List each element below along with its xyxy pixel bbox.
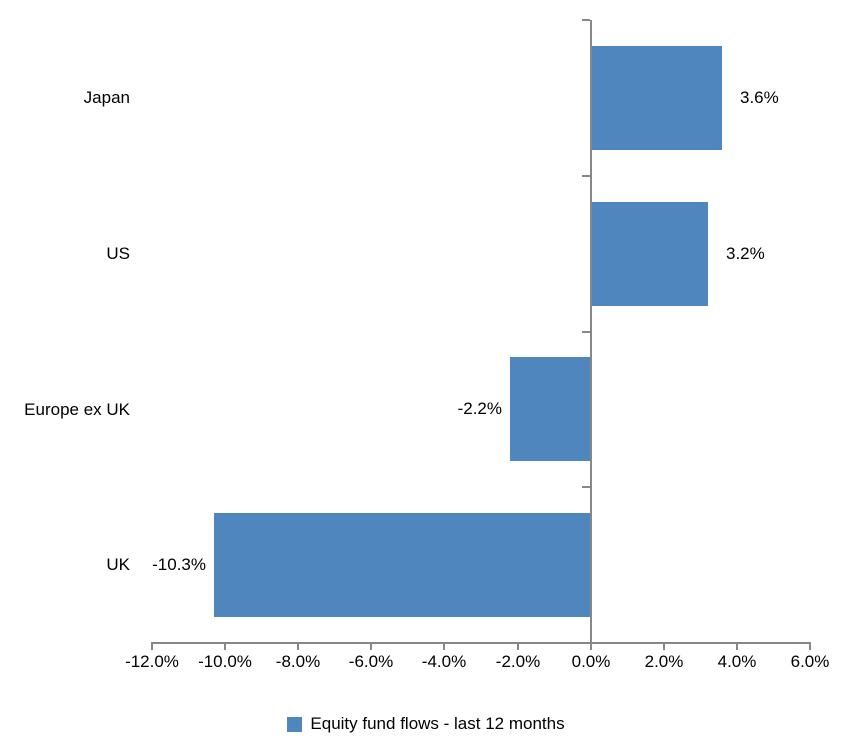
x-axis-tick (224, 644, 226, 650)
y-axis-line (590, 20, 592, 643)
x-axis-tick (517, 644, 519, 650)
legend: Equity fund flows - last 12 months (0, 708, 852, 740)
x-tick-label: -2.0% (495, 652, 541, 671)
x-tick-label: 2.0% (644, 652, 684, 671)
value-label-uk: -10.3% (152, 555, 206, 574)
category-label-uk: UK (106, 555, 130, 574)
x-axis-tick (151, 644, 153, 650)
x-axis-tick (809, 644, 811, 650)
x-axis-tick (370, 644, 372, 650)
y-axis-tick (582, 642, 590, 644)
x-tick-label: -8.0% (275, 652, 321, 671)
bar-uk (214, 513, 590, 617)
y-axis-tick (582, 486, 590, 488)
bar-us (592, 202, 708, 306)
x-tick-label: -4.0% (421, 652, 467, 671)
value-label-europe-ex-uk: -2.2% (457, 399, 502, 418)
x-axis-tick (443, 644, 445, 650)
legend-swatch-icon (287, 716, 303, 732)
value-label-us: 3.2% (726, 244, 765, 263)
y-axis-tick (582, 19, 590, 21)
y-axis-tick (582, 175, 590, 177)
x-tick-label: 4.0% (717, 652, 757, 671)
category-label-us: US (106, 244, 130, 263)
legend-label: Equity fund flows - last 12 months (310, 714, 565, 733)
x-tick-label: -6.0% (348, 652, 394, 671)
x-tick-label: 0.0% (571, 652, 611, 671)
category-label-japan: Japan (83, 88, 130, 107)
bar-japan (592, 46, 722, 150)
x-tick-label: -10.0% (198, 652, 252, 671)
bar-europe-ex-uk (510, 357, 590, 461)
x-tick-label: -12.0% (125, 652, 179, 671)
x-axis-tick (297, 644, 299, 650)
x-axis-tick (736, 644, 738, 650)
category-label-europe-ex-uk: Europe ex UK (24, 400, 130, 419)
value-label-japan: 3.6% (740, 88, 779, 107)
x-axis-tick (590, 644, 592, 650)
y-axis-tick (582, 331, 590, 333)
x-axis-tick (663, 644, 665, 650)
x-axis-line (151, 642, 811, 644)
x-tick-label: 6.0% (790, 652, 830, 671)
